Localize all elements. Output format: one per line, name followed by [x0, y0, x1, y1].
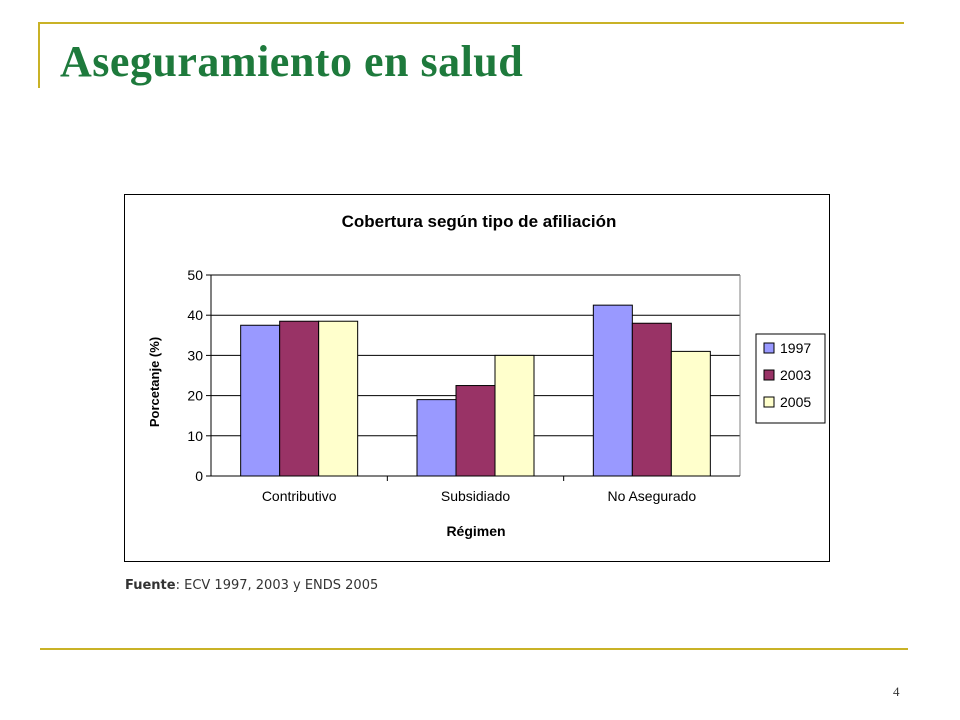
x-tick-label: No Asegurado — [607, 488, 696, 504]
bar-2005-contributivo — [318, 320, 359, 477]
y-tick-label: 10 — [187, 428, 203, 444]
bar-2003-contributivo — [279, 320, 320, 477]
bar-1997-no-asegurado — [592, 304, 633, 477]
x-axis-label: Régimen — [446, 523, 505, 539]
bar-2005-subsidiado — [494, 354, 535, 477]
y-tick-label: 50 — [187, 267, 203, 283]
bar-2003-subsidiado — [455, 385, 496, 477]
bar-1997-subsidiado — [416, 399, 457, 477]
y-axis-label: Porcetanje (%) — [147, 337, 162, 427]
bar-2005-no-asegurado — [670, 350, 711, 477]
top-accent-line — [38, 22, 904, 24]
bar-chart: Cobertura según tipo de afiliación Régim… — [124, 194, 830, 562]
chart-title: Cobertura según tipo de afiliación — [342, 212, 617, 231]
plot-area: 0 10 20 30 40 50 Contributivo Subsidiado No Aseg… — [187, 267, 741, 504]
chart-container: Cobertura según tipo de afiliación Régim… — [124, 194, 830, 562]
legend-label-2003: 2003 — [780, 367, 811, 383]
page-number: 4 — [893, 684, 900, 699]
y-tick-label: 30 — [187, 347, 203, 363]
legend: 1997 2003 2005 — [755, 333, 826, 424]
slide-title: Aseguramiento en salud — [60, 37, 524, 86]
left-accent-line — [38, 22, 40, 88]
y-tick-label: 40 — [187, 307, 203, 323]
bar-2003-no-asegurado — [631, 322, 672, 477]
legend-label-1997: 1997 — [780, 340, 811, 356]
source-label: Fuente — [125, 578, 176, 593]
bottom-accent-line — [40, 648, 908, 650]
source-note: Fuente: ECV 1997, 2003 y ENDS 2005 — [125, 578, 378, 593]
source-text: : ECV 1997, 2003 y ENDS 2005 — [175, 578, 379, 593]
x-tick-label: Subsidiado — [441, 488, 510, 504]
chart-border — [124, 194, 830, 562]
legend-label-2005: 2005 — [780, 394, 811, 410]
x-tick-label: Contributivo — [262, 488, 337, 504]
y-tick-label: 0 — [195, 468, 203, 484]
legend-swatch-2003 — [763, 369, 775, 381]
y-tick-label: 20 — [187, 388, 203, 404]
legend-swatch-2005 — [763, 396, 775, 408]
bar-1997-contributivo — [240, 324, 281, 477]
legend-swatch-1997 — [763, 342, 775, 354]
